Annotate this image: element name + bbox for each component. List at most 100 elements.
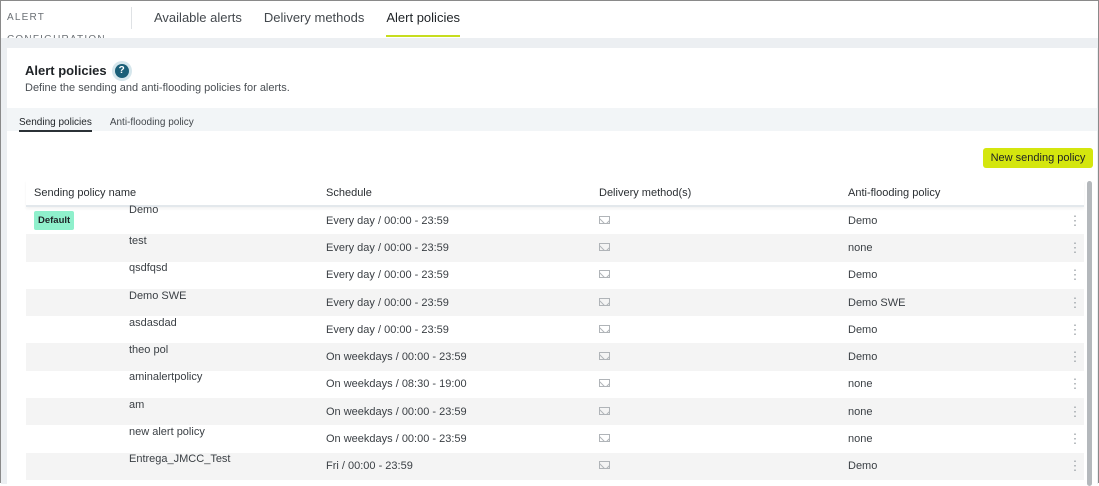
email-icon: [599, 352, 610, 361]
content-card: Alert policies? Define the sending and a…: [7, 48, 1097, 486]
delivery-cell: [599, 433, 848, 445]
policy-name: am: [129, 398, 145, 411]
name-cell: test: [26, 235, 326, 254]
table-row[interactable]: theo pol On weekdays / 00:00 - 23:59 Dem…: [26, 343, 1084, 371]
email-icon: [599, 434, 610, 443]
policy-name: theo pol: [129, 344, 169, 357]
anti-flooding-cell: Demo SWE: [848, 296, 906, 309]
policy-name: Entrega_JMCC_Test: [129, 453, 231, 466]
more-options-icon[interactable]: ⋮: [1068, 349, 1082, 365]
table-row[interactable]: asdasdad Every day / 00:00 - 23:59 Demo …: [26, 316, 1084, 343]
schedule-cell: On weekdays / 08:30 - 19:00: [326, 378, 467, 391]
schedule-cell: On weekdays / 00:00 - 23:59: [326, 433, 467, 446]
column-header-anti-flooding[interactable]: Anti-flooding policy: [848, 186, 941, 199]
name-cell: new alert policy: [26, 426, 326, 445]
name-cell: aminalertpolicy: [26, 371, 326, 390]
name-cell: asdasdad: [26, 317, 326, 336]
delivery-cell: [599, 215, 848, 227]
email-icon: [599, 297, 610, 306]
policy-name: asdasdad: [129, 316, 177, 329]
schedule-cell: On weekdays / 00:00 - 23:59: [326, 351, 467, 364]
policy-name: Demo: [129, 204, 159, 217]
anti-flooding-cell: Demo: [848, 351, 878, 364]
page-title-text: Alert policies: [25, 63, 107, 78]
subtabs: Sending policies Anti-flooding policy: [7, 108, 1097, 132]
more-options-icon[interactable]: ⋮: [1068, 321, 1082, 337]
table-row[interactable]: new alert policy On weekdays / 00:00 - 2…: [26, 425, 1084, 452]
delivery-cell: [599, 351, 848, 363]
policy-name: aminalertpolicy: [129, 371, 203, 384]
table-header: Sending policy name Schedule Delivery me…: [26, 180, 1084, 207]
subtab-sending-policies[interactable]: Sending policies: [19, 108, 92, 132]
delivery-cell: [599, 269, 848, 281]
name-cell: am: [26, 399, 326, 418]
schedule-cell: On weekdays / 00:00 - 23:59: [326, 405, 467, 418]
more-options-icon[interactable]: ⋮: [1068, 376, 1082, 392]
table-row[interactable]: qsdfqsd Every day / 00:00 - 23:59 Demo ⋮: [26, 262, 1084, 289]
page-title: Alert policies?: [25, 63, 129, 78]
more-options-icon[interactable]: ⋮: [1068, 403, 1082, 419]
delivery-cell: [599, 242, 848, 254]
table-row[interactable]: Default Demo Every day / 00:00 - 23:59 De…: [26, 204, 1084, 234]
more-options-icon[interactable]: ⋮: [1068, 267, 1082, 283]
email-icon: [599, 406, 610, 415]
anti-flooding-cell: Demo: [848, 269, 878, 282]
schedule-cell: Every day / 00:00 - 23:59: [326, 241, 449, 254]
tab-alert-policies[interactable]: Alert policies: [386, 1, 460, 38]
anti-flooding-cell: Demo: [848, 323, 878, 336]
table-row[interactable]: Demo SWE Every day / 00:00 - 23:59 Demo …: [26, 288, 1084, 317]
policy-name: new alert policy: [129, 426, 205, 439]
default-badge: Default: [34, 211, 75, 231]
delivery-cell: [599, 406, 848, 418]
schedule-cell: Every day / 00:00 - 23:59: [326, 323, 449, 336]
page-description: Define the sending and anti-flooding pol…: [25, 82, 290, 94]
more-options-icon[interactable]: ⋮: [1068, 239, 1082, 255]
scrollbar[interactable]: [1087, 181, 1092, 486]
delivery-cell: [599, 324, 848, 336]
table-row[interactable]: am On weekdays / 00:00 - 23:59 none ⋮: [26, 398, 1084, 426]
table-row[interactable]: aminalertpolicy On weekdays / 08:30 - 19…: [26, 371, 1084, 398]
schedule-cell: Every day / 00:00 - 23:59: [326, 296, 449, 309]
name-cell: Default Demo: [26, 204, 326, 231]
more-options-icon[interactable]: ⋮: [1068, 294, 1082, 310]
schedule-cell: Every day / 00:00 - 23:59: [326, 214, 449, 227]
email-icon: [599, 461, 610, 470]
policies-table: Sending policy name Schedule Delivery me…: [26, 180, 1084, 480]
more-options-icon[interactable]: ⋮: [1068, 212, 1082, 228]
anti-flooding-cell: none: [848, 405, 873, 418]
tab-available-alerts[interactable]: Available alerts: [154, 10, 242, 25]
email-icon: [599, 324, 610, 333]
new-sending-policy-button[interactable]: New sending policy: [983, 148, 1093, 168]
column-header-name[interactable]: Sending policy name: [34, 186, 137, 199]
schedule-cell: Every day / 00:00 - 23:59: [326, 269, 449, 282]
section-title: ALERT CONFIGURATION: [1, 6, 132, 45]
delivery-cell: [599, 460, 848, 472]
email-icon: [599, 242, 610, 251]
table-row[interactable]: test Every day / 00:00 - 23:59 none ⋮: [26, 234, 1084, 262]
tab-delivery-methods[interactable]: Delivery methods: [263, 10, 365, 25]
name-cell: Entrega_JMCC_Test: [26, 453, 326, 472]
name-cell: theo pol: [26, 344, 326, 363]
more-options-icon[interactable]: ⋮: [1068, 458, 1082, 474]
question-circle-icon[interactable]: ?: [114, 63, 129, 78]
anti-flooding-cell: none: [848, 241, 873, 254]
anti-flooding-cell: none: [848, 433, 873, 446]
schedule-cell: Fri / 00:00 - 23:59: [326, 460, 413, 473]
column-header-delivery[interactable]: Delivery method(s): [599, 186, 692, 199]
policy-name: Demo SWE: [129, 289, 187, 302]
anti-flooding-cell: Demo: [848, 214, 878, 227]
name-cell: Demo SWE: [26, 290, 326, 309]
subtab-anti-flooding-policy[interactable]: Anti-flooding policy: [109, 117, 194, 128]
email-icon: [599, 379, 610, 388]
column-header-schedule[interactable]: Schedule: [326, 186, 372, 199]
name-cell: qsdfqsd: [26, 262, 326, 281]
anti-flooding-cell: none: [848, 378, 873, 391]
email-icon: [599, 215, 610, 224]
policy-name: qsdfqsd: [129, 262, 168, 275]
table-row[interactable]: Entrega_JMCC_Test Fri / 00:00 - 23:59 De…: [26, 452, 1084, 480]
anti-flooding-cell: Demo: [848, 460, 878, 473]
delivery-cell: [599, 297, 848, 309]
email-icon: [599, 270, 610, 279]
more-options-icon[interactable]: ⋮: [1068, 431, 1082, 447]
policy-name: test: [129, 234, 147, 247]
